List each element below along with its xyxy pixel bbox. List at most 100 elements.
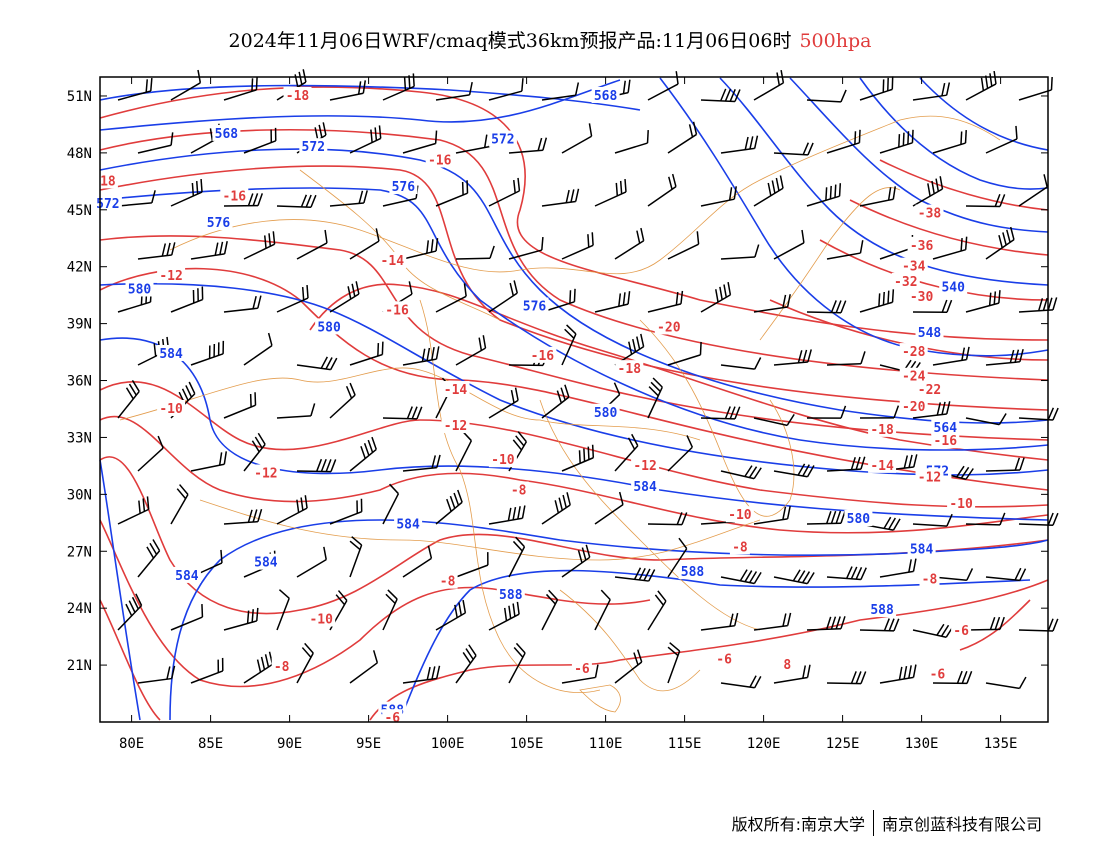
- wind-barb: [276, 194, 317, 208]
- temp-contour-label: -36: [910, 239, 934, 254]
- wind-barb: [276, 284, 309, 313]
- height-contour-label: 580: [847, 512, 871, 527]
- wind-barb: [117, 190, 156, 207]
- temp-contour-label-bg: [97, 172, 118, 189]
- wind-barb: [826, 566, 867, 581]
- wind-barb: [826, 456, 866, 472]
- wind-barb: [859, 405, 900, 419]
- temp-contour-label: -18: [618, 362, 642, 377]
- height-contour-label-bg: [125, 280, 154, 297]
- wind-barb: [402, 346, 440, 366]
- temp-contour-label-bg: [383, 301, 412, 318]
- temp-isotherm: [879, 159, 1049, 211]
- wind-barb: [455, 552, 489, 578]
- wind-barb: [455, 133, 493, 154]
- wind-barb: [329, 498, 363, 525]
- temp-contour-label-bg: [631, 456, 660, 473]
- height-contour-label-bg: [591, 86, 620, 103]
- temp-contour-label: -10: [159, 402, 183, 417]
- height-contour-label: 568: [594, 89, 618, 104]
- wind-barb: [985, 125, 1018, 154]
- wind-barb: [965, 616, 1005, 631]
- wind-barb: [190, 657, 224, 684]
- wind-barb: [455, 245, 495, 260]
- border-line: [639, 319, 795, 517]
- border-line: [169, 115, 1001, 275]
- wind-barb: [753, 294, 791, 313]
- wind-barb: [488, 601, 520, 631]
- wind-barb: [296, 546, 327, 578]
- wind-barb: [753, 612, 792, 631]
- lat-tick-label: 36N: [67, 374, 92, 390]
- wind-barb: [720, 244, 760, 260]
- wind-barb: [223, 508, 263, 525]
- height-contour-label: 540: [941, 281, 965, 296]
- wind-barb: [912, 401, 951, 419]
- wind-barb: [773, 463, 815, 478]
- temp-contour-label-bg: [947, 494, 976, 511]
- height-contour-label: 584: [396, 518, 420, 533]
- temp-contour-label-bg: [571, 659, 592, 676]
- temp-contour-label: -16: [223, 190, 247, 205]
- wind-barb: [541, 492, 571, 525]
- wind-barb: [190, 451, 228, 472]
- lat-tick-label: 42N: [67, 260, 92, 276]
- wind-barb: [647, 512, 688, 526]
- wind-barb: [137, 665, 176, 684]
- temp-contour-label: -10: [728, 508, 752, 523]
- temp-isotherm: [849, 199, 1049, 256]
- wind-barb: [296, 229, 328, 260]
- wind-barb: [826, 129, 861, 154]
- wind-barb: [137, 435, 164, 472]
- wind-barb: [170, 286, 204, 313]
- temp-contour-label-bg: [899, 398, 928, 415]
- wind-barb: [720, 569, 762, 585]
- temp-contour-label: -6: [930, 668, 946, 683]
- wind-barb: [276, 589, 290, 631]
- height-contour-label: 564: [934, 421, 958, 436]
- wind-barb: [402, 545, 433, 578]
- temp-contour-label-bg: [271, 657, 292, 674]
- border-line: [559, 589, 701, 692]
- wind-barb: [965, 413, 1007, 426]
- temp-contour-label-bg: [868, 456, 897, 473]
- wind-barb: [223, 76, 258, 101]
- wind-barb: [859, 186, 896, 207]
- height-contour-label-bg: [915, 324, 944, 341]
- wind-barb: [932, 236, 968, 260]
- wind-barb: [647, 173, 677, 207]
- wind-barb: [561, 232, 594, 260]
- wind-barb: [508, 137, 548, 154]
- wind-barb: [806, 183, 842, 207]
- wind-barb: [223, 392, 257, 419]
- wind-barb: [488, 78, 524, 101]
- wind-barb: [435, 180, 469, 207]
- wind-barbs: [117, 69, 1059, 690]
- height-contour-label-bg: [844, 510, 873, 527]
- map-title: 2024年11月06日WRF/cmaq模式36km预报产品:11月06日06时 5…: [0, 26, 1100, 53]
- wind-barb: [826, 671, 867, 685]
- wind-barb: [859, 618, 900, 632]
- wind-barb: [488, 177, 521, 207]
- wind-barb: [647, 377, 663, 419]
- wind-barb: [170, 604, 204, 631]
- footer: 版权所有:南京大学 南京创蓝科技有限公司: [732, 810, 1042, 836]
- wind-barb: [614, 227, 645, 260]
- wind-barb: [879, 664, 917, 684]
- temp-contour-label: -12: [254, 466, 277, 481]
- temp-isotherm: [99, 267, 1049, 491]
- height-contour-label: 584: [633, 480, 657, 495]
- wind-barb: [541, 384, 570, 419]
- temp-contour-label-bg: [441, 381, 470, 398]
- wind-barb: [508, 536, 526, 578]
- lat-tick-label: 48N: [67, 146, 92, 162]
- height-labels: 568 568 572 572 572 576 576 580 580 576 584 580 584 5…: [93, 86, 968, 719]
- wind-barb: [806, 300, 847, 314]
- wind-barb: [594, 589, 611, 631]
- wind-barb: [720, 135, 759, 154]
- wind-barb: [667, 231, 700, 260]
- wind-barb: [647, 290, 684, 313]
- temp-contour-label: 8: [783, 658, 791, 673]
- wind-barb: [435, 599, 467, 631]
- temp-contour-label: -8: [440, 575, 456, 590]
